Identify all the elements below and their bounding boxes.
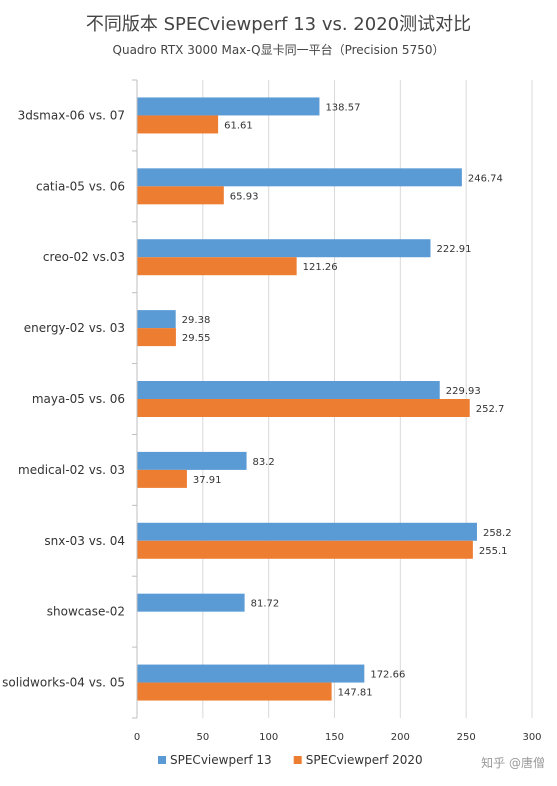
data-label: 246.74 [468, 173, 503, 184]
category-label: showcase-02 [47, 605, 125, 619]
bar [137, 540, 473, 559]
bar [137, 593, 245, 612]
chart-subtitle: Quadro RTX 3000 Max-Q显卡同一平台（Precision 57… [113, 42, 445, 57]
bar [137, 168, 462, 187]
data-label: 252.7 [476, 404, 505, 415]
chart-title: 不同版本 SPECviewperf 13 vs. 2020测试对比 [86, 14, 471, 35]
category-label: snx-03 vs. 04 [44, 534, 125, 548]
bar [137, 451, 247, 470]
data-label: 65.93 [230, 191, 259, 202]
data-label: 83.2 [253, 457, 275, 468]
category-label: maya-05 vs. 06 [32, 392, 125, 406]
data-label: 29.38 [182, 315, 211, 326]
x-tick-label: 150 [325, 732, 344, 743]
legend: SPECviewperf 13 SPECviewperf 2020 [158, 753, 423, 767]
category-label: energy-02 vs. 03 [24, 321, 125, 335]
category-label: 3dsmax-06 vs. 07 [18, 108, 125, 122]
category-label: solidworks-04 vs. 05 [2, 676, 125, 690]
data-label: 121.26 [303, 262, 338, 273]
data-label: 229.93 [446, 386, 481, 397]
bar [137, 115, 219, 134]
x-tick-label: 0 [134, 732, 140, 743]
bar [137, 328, 176, 347]
category-label: creo-02 vs.03 [43, 250, 125, 264]
category-label: medical-02 vs. 03 [18, 463, 125, 477]
data-label: 138.57 [325, 102, 360, 113]
x-tick-label: 300 [522, 732, 541, 743]
bar [137, 186, 224, 205]
legend-swatch [158, 756, 166, 764]
watermark: 知乎 @唐僧 [481, 755, 545, 770]
bar [137, 664, 365, 683]
data-label: 29.55 [182, 333, 211, 344]
data-label: 37.91 [193, 475, 222, 486]
bar [137, 381, 440, 399]
data-label: 172.66 [370, 670, 405, 681]
bar [137, 522, 477, 541]
legend-swatch [293, 756, 302, 764]
bars: 138.57 61.61 246.74 65.93 222.91 121.26 29.38 2… [137, 97, 512, 701]
bar [137, 257, 297, 276]
bar [137, 239, 431, 258]
data-label: 222.91 [436, 244, 471, 255]
x-tick-label: 50 [196, 732, 209, 743]
x-tick-label: 100 [259, 732, 278, 743]
data-label: 255.1 [479, 546, 508, 557]
bar [137, 310, 176, 329]
axes: 0 50 100 150 200 250 300 3dsmax-06 vs. 07 catia-… [2, 79, 542, 743]
data-label: 61.61 [224, 120, 253, 131]
bar [137, 97, 320, 116]
legend-label: SPECviewperf 13 [170, 753, 272, 767]
x-tick-label: 200 [391, 732, 410, 743]
bar [137, 469, 187, 488]
category-label: catia-05 vs. 06 [36, 179, 125, 193]
x-tick-label: 250 [457, 732, 476, 743]
bar [137, 682, 332, 701]
data-label: 147.81 [338, 688, 373, 699]
data-label: 258.2 [483, 528, 512, 539]
data-label: 81.72 [251, 599, 280, 610]
legend-label: SPECviewperf 2020 [306, 753, 423, 767]
bar [137, 399, 470, 417]
